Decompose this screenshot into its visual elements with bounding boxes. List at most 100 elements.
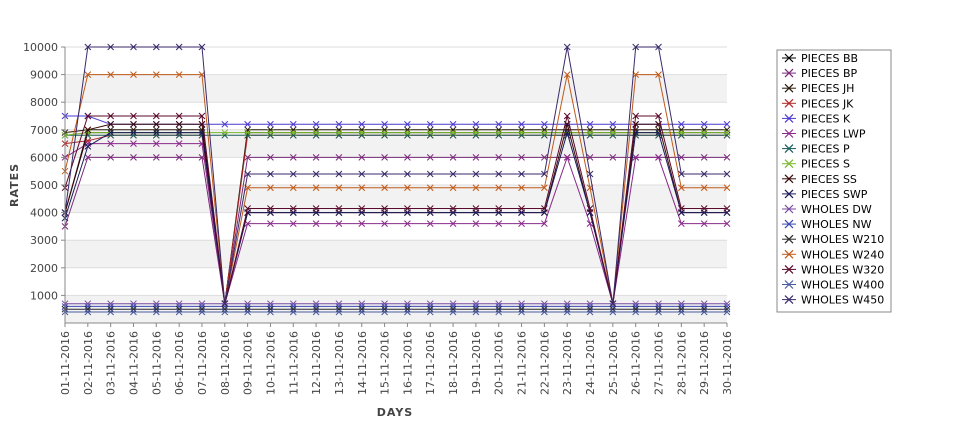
- data-point: [84, 154, 92, 161]
- data-point: [609, 154, 617, 161]
- y-tick-label: 10000: [23, 41, 58, 54]
- data-point: [655, 300, 662, 308]
- data-point: [312, 308, 320, 316]
- data-point: [472, 154, 480, 161]
- data-point: [677, 305, 685, 313]
- series-line: [64, 143, 727, 304]
- data-point: [381, 120, 388, 128]
- data-point: [677, 120, 685, 128]
- data-point: [541, 120, 548, 128]
- data-point: [358, 120, 366, 128]
- data-point: [312, 131, 320, 139]
- data-point: [381, 131, 388, 139]
- data-point: [358, 308, 366, 316]
- axes: 1000 2000 3000 4000 5000 6000 7000 8000 9000 1000…: [23, 41, 734, 395]
- legend-item: PIECES JK: [782, 97, 854, 110]
- x-tick-label: 30-11-2016: [721, 331, 734, 395]
- x-tick-label: 01-11-2016: [59, 331, 72, 395]
- data-point: [632, 300, 640, 308]
- data-point: [358, 131, 366, 139]
- x-tick-label: 07-11-2016: [196, 331, 209, 395]
- x-axis-title: DAYS: [377, 406, 413, 419]
- data-point: [335, 303, 343, 310]
- x-tick-label: 24-11-2016: [584, 331, 597, 395]
- data-point: [107, 300, 115, 308]
- data-point: [586, 170, 594, 178]
- data-point: [312, 184, 320, 192]
- x-tick-label: 23-11-2016: [561, 331, 574, 395]
- data-point: [312, 120, 320, 128]
- data-point: [677, 170, 685, 178]
- x-tick-label: 10-11-2016: [264, 331, 277, 395]
- legend-label: PIECES S: [801, 158, 850, 171]
- data-point: [449, 205, 457, 212]
- data-point: [84, 129, 92, 136]
- data-point: [381, 184, 388, 192]
- data-point: [723, 154, 731, 161]
- legend-label: WHOLES W210: [801, 233, 884, 246]
- data-point: [723, 300, 731, 308]
- data-point: [175, 131, 183, 139]
- x-tick-label: 22-11-2016: [538, 331, 551, 395]
- data-point: [244, 305, 251, 313]
- x-tick-label: 05-11-2016: [150, 331, 163, 395]
- x-tick-label: 20-11-2016: [493, 331, 506, 395]
- data-point: [655, 43, 662, 51]
- data-point: [700, 170, 708, 178]
- data-point: [586, 300, 594, 308]
- data-point: [449, 170, 457, 178]
- legend-swatch-marker: [784, 98, 794, 108]
- data-point: [244, 126, 251, 134]
- data-point: [107, 154, 115, 161]
- data-point: [586, 126, 594, 134]
- y-tick-label: 9000: [30, 69, 58, 82]
- legend-label: PIECES JH: [801, 82, 854, 95]
- data-point: [518, 308, 525, 316]
- data-point: [632, 308, 640, 316]
- x-tick-label: 28-11-2016: [675, 331, 688, 395]
- data-point: [335, 129, 343, 136]
- data-point: [563, 112, 571, 120]
- data-point: [107, 71, 115, 78]
- data-point: [267, 184, 274, 192]
- data-point: [381, 129, 388, 136]
- data-point: [312, 129, 320, 136]
- legend-swatch-marker: [784, 249, 794, 259]
- legend-item: PIECES P: [782, 143, 850, 156]
- data-point: [381, 305, 388, 313]
- data-point: [677, 129, 685, 136]
- data-point: [632, 112, 640, 120]
- data-point: [472, 184, 480, 192]
- data-point: [723, 131, 731, 139]
- legend-swatch-marker: [784, 83, 794, 93]
- data-point: [677, 205, 685, 212]
- data-point: [700, 126, 708, 134]
- data-point: [267, 308, 274, 316]
- data-point: [84, 112, 92, 120]
- data-point: [541, 303, 548, 310]
- data-point: [152, 305, 160, 313]
- x-tick-label: 08-11-2016: [219, 331, 232, 395]
- data-point: [221, 120, 229, 128]
- data-point: [381, 170, 388, 178]
- y-axis-title: RATES: [8, 163, 21, 207]
- data-point: [107, 112, 115, 120]
- data-point: [655, 305, 662, 313]
- data-point: [404, 205, 411, 212]
- x-tick-label: 14-11-2016: [356, 331, 369, 395]
- data-point: [358, 305, 366, 313]
- data-point: [563, 71, 571, 78]
- data-point: [472, 308, 480, 316]
- data-point: [107, 129, 115, 136]
- data-point: [723, 184, 731, 192]
- y-tick-label: 4000: [30, 207, 58, 220]
- data-point: [495, 120, 503, 128]
- data-point: [312, 154, 320, 161]
- data-point: [586, 131, 594, 139]
- data-point: [358, 170, 366, 178]
- grid-band: [65, 240, 727, 268]
- data-point: [404, 220, 411, 227]
- legend-swatch-marker: [784, 295, 794, 305]
- data-point: [289, 154, 297, 161]
- data-point: [244, 131, 251, 139]
